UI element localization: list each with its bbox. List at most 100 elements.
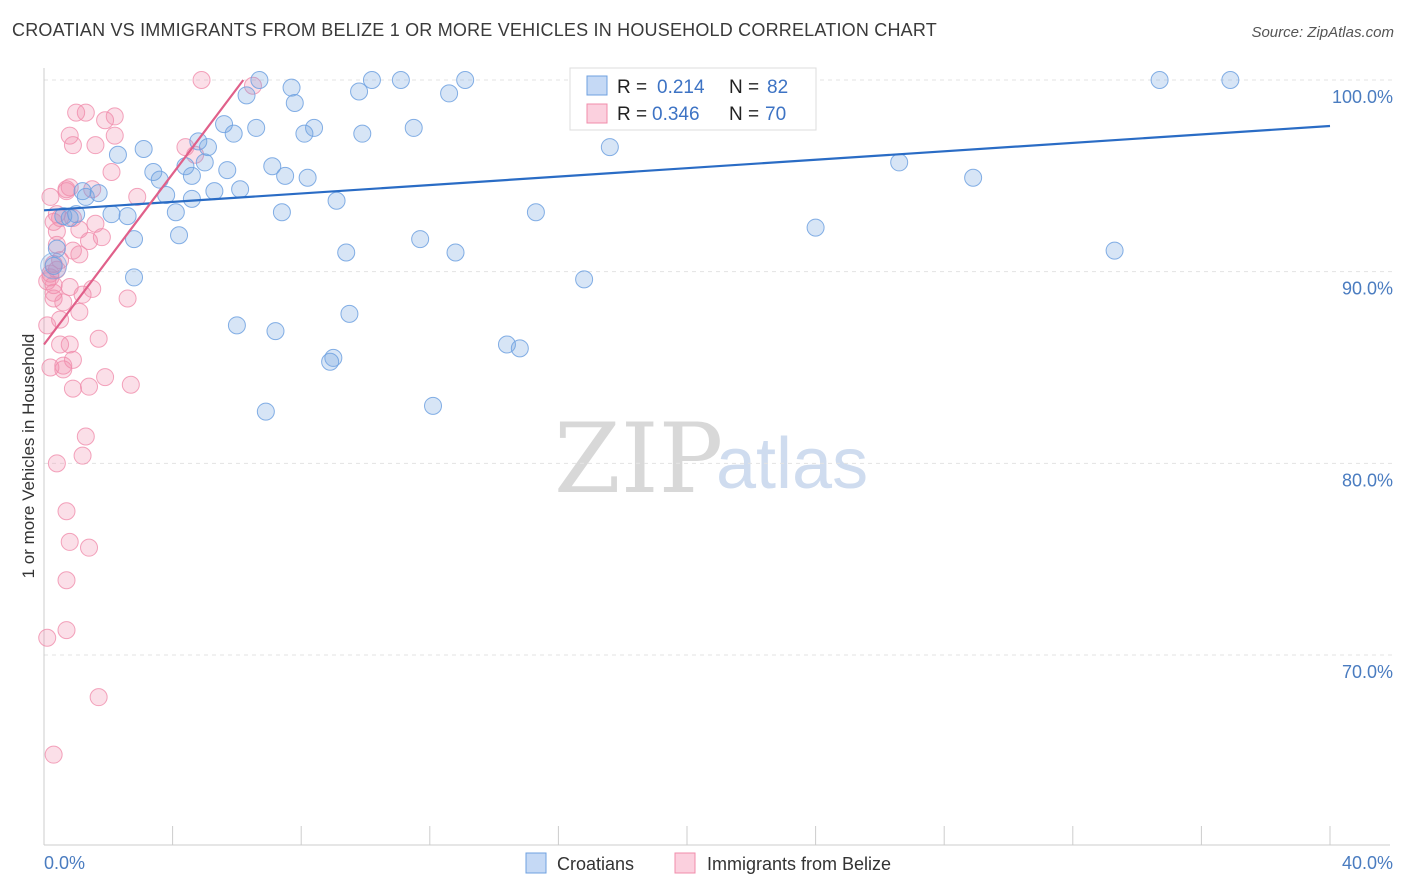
croatian-point [67,205,86,224]
bottom-legend-belize: Immigrants from Belize [707,854,891,874]
watermark-atlas: atlas [716,424,868,504]
croatian-point [282,78,301,97]
croatian-point [247,118,266,137]
croatian-point [1150,71,1169,89]
top-legend-box [569,67,817,131]
legend-r-label-1: R = [617,77,647,98]
legend-n-label-2: N = [729,104,759,125]
croatian-point [404,118,423,137]
croatian-point [198,138,217,157]
croatian-point [806,218,825,237]
croatian-point [340,304,359,323]
belize-point [192,71,211,89]
belize-point [63,350,82,369]
croatian-points [40,71,1240,421]
croatian-point [89,184,108,203]
croatian-point [118,207,137,226]
croatian-point [182,189,201,208]
legend-n-label-1: N = [729,77,759,98]
belize-point [70,245,89,264]
belize-point [96,368,115,387]
belize-point [89,329,108,348]
croatian-point [526,203,545,222]
croatian-point [600,138,619,157]
belize-point [80,377,99,396]
axes [43,68,1390,846]
belize-point [76,103,95,122]
croatian-point [218,161,237,180]
croatian-point [256,402,275,421]
croatian-point [125,230,144,249]
croatian-point [353,124,372,143]
belize-point [63,136,82,155]
croatian-point [440,84,459,103]
croatian-point [305,118,324,137]
croatian-point [350,82,369,101]
watermark-zip: ZIP [554,403,723,515]
croatian-trend-line [43,124,1331,212]
croatian-point [337,243,356,262]
croatian-point [411,230,430,249]
belize-point [57,180,76,199]
legend-r-value-1: 0.214 [657,77,705,98]
croatian-point [166,203,185,222]
legend-swatch-croatians [586,75,608,96]
belize-point [70,302,89,321]
croatian-point [144,163,163,181]
y-tick-labels: 100.0% 90.0% 80.0% 70.0% [1332,87,1393,682]
croatian-point [424,396,443,415]
x-ticks [43,826,1331,845]
legend-r-label-2: R = [617,104,647,125]
belize-point [73,446,92,465]
croatian-point [170,226,189,245]
belize-point [41,187,60,206]
bottom-legend-swatch-belize [674,852,696,874]
belize-points [38,71,262,764]
belize-point [80,538,99,557]
croatian-point [964,168,983,187]
croatian-point [73,182,92,201]
legend-r-value-2: 0.346 [652,104,700,125]
belize-point [86,136,105,155]
croatian-point [276,166,295,185]
belize-point [63,379,82,398]
croatian-point [44,256,63,275]
belize-point [60,532,79,551]
croatian-point [224,124,243,143]
legend-n-value-2: 70 [765,104,786,125]
croatian-point [195,153,214,172]
belize-point [38,628,57,647]
croatian-point [150,170,169,189]
croatian-point [231,180,250,199]
x-tick-label-min: 0.0% [44,853,85,873]
croatian-point [215,115,234,134]
croatian-point [327,191,346,210]
bottom-legend: Croatians Immigrants from Belize [525,852,891,874]
bottom-legend-swatch-croatians [525,852,547,874]
belize-point [67,103,86,122]
croatian-point [456,71,475,89]
belize-point [102,163,121,181]
croatian-point [237,86,256,105]
croatian-point [205,182,224,201]
croatian-point [285,94,304,112]
top-legend: R = 0.214 N = 82 R = 0.346 N = 70 [569,67,817,131]
belize-point [96,111,115,130]
x-tick-label-max: 40.0% [1342,853,1393,873]
croatian-point [125,268,144,287]
belize-point [105,107,124,126]
croatian-point [446,243,465,262]
trend-lines [43,79,1331,346]
belize-trend-line [43,79,245,346]
belize-point [44,283,63,302]
croatian-point [182,166,201,185]
croatian-point [272,203,291,222]
croatian-point [362,71,381,89]
belize-point [60,335,79,354]
croatian-point [510,339,529,358]
belize-point [105,126,124,145]
belize-point [47,454,66,473]
y-tick-label: 100.0% [1332,87,1393,107]
croatian-point [575,270,594,289]
